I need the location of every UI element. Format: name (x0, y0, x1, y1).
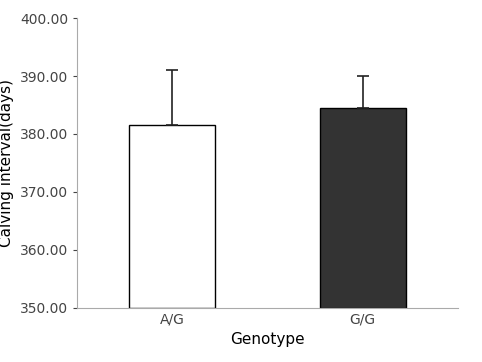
Bar (320, 108, 405, 308)
Y-axis label: Calving interval(days): Calving interval(days) (0, 79, 14, 247)
X-axis label: Genotype: Genotype (230, 332, 305, 347)
Bar (130, 125, 215, 308)
